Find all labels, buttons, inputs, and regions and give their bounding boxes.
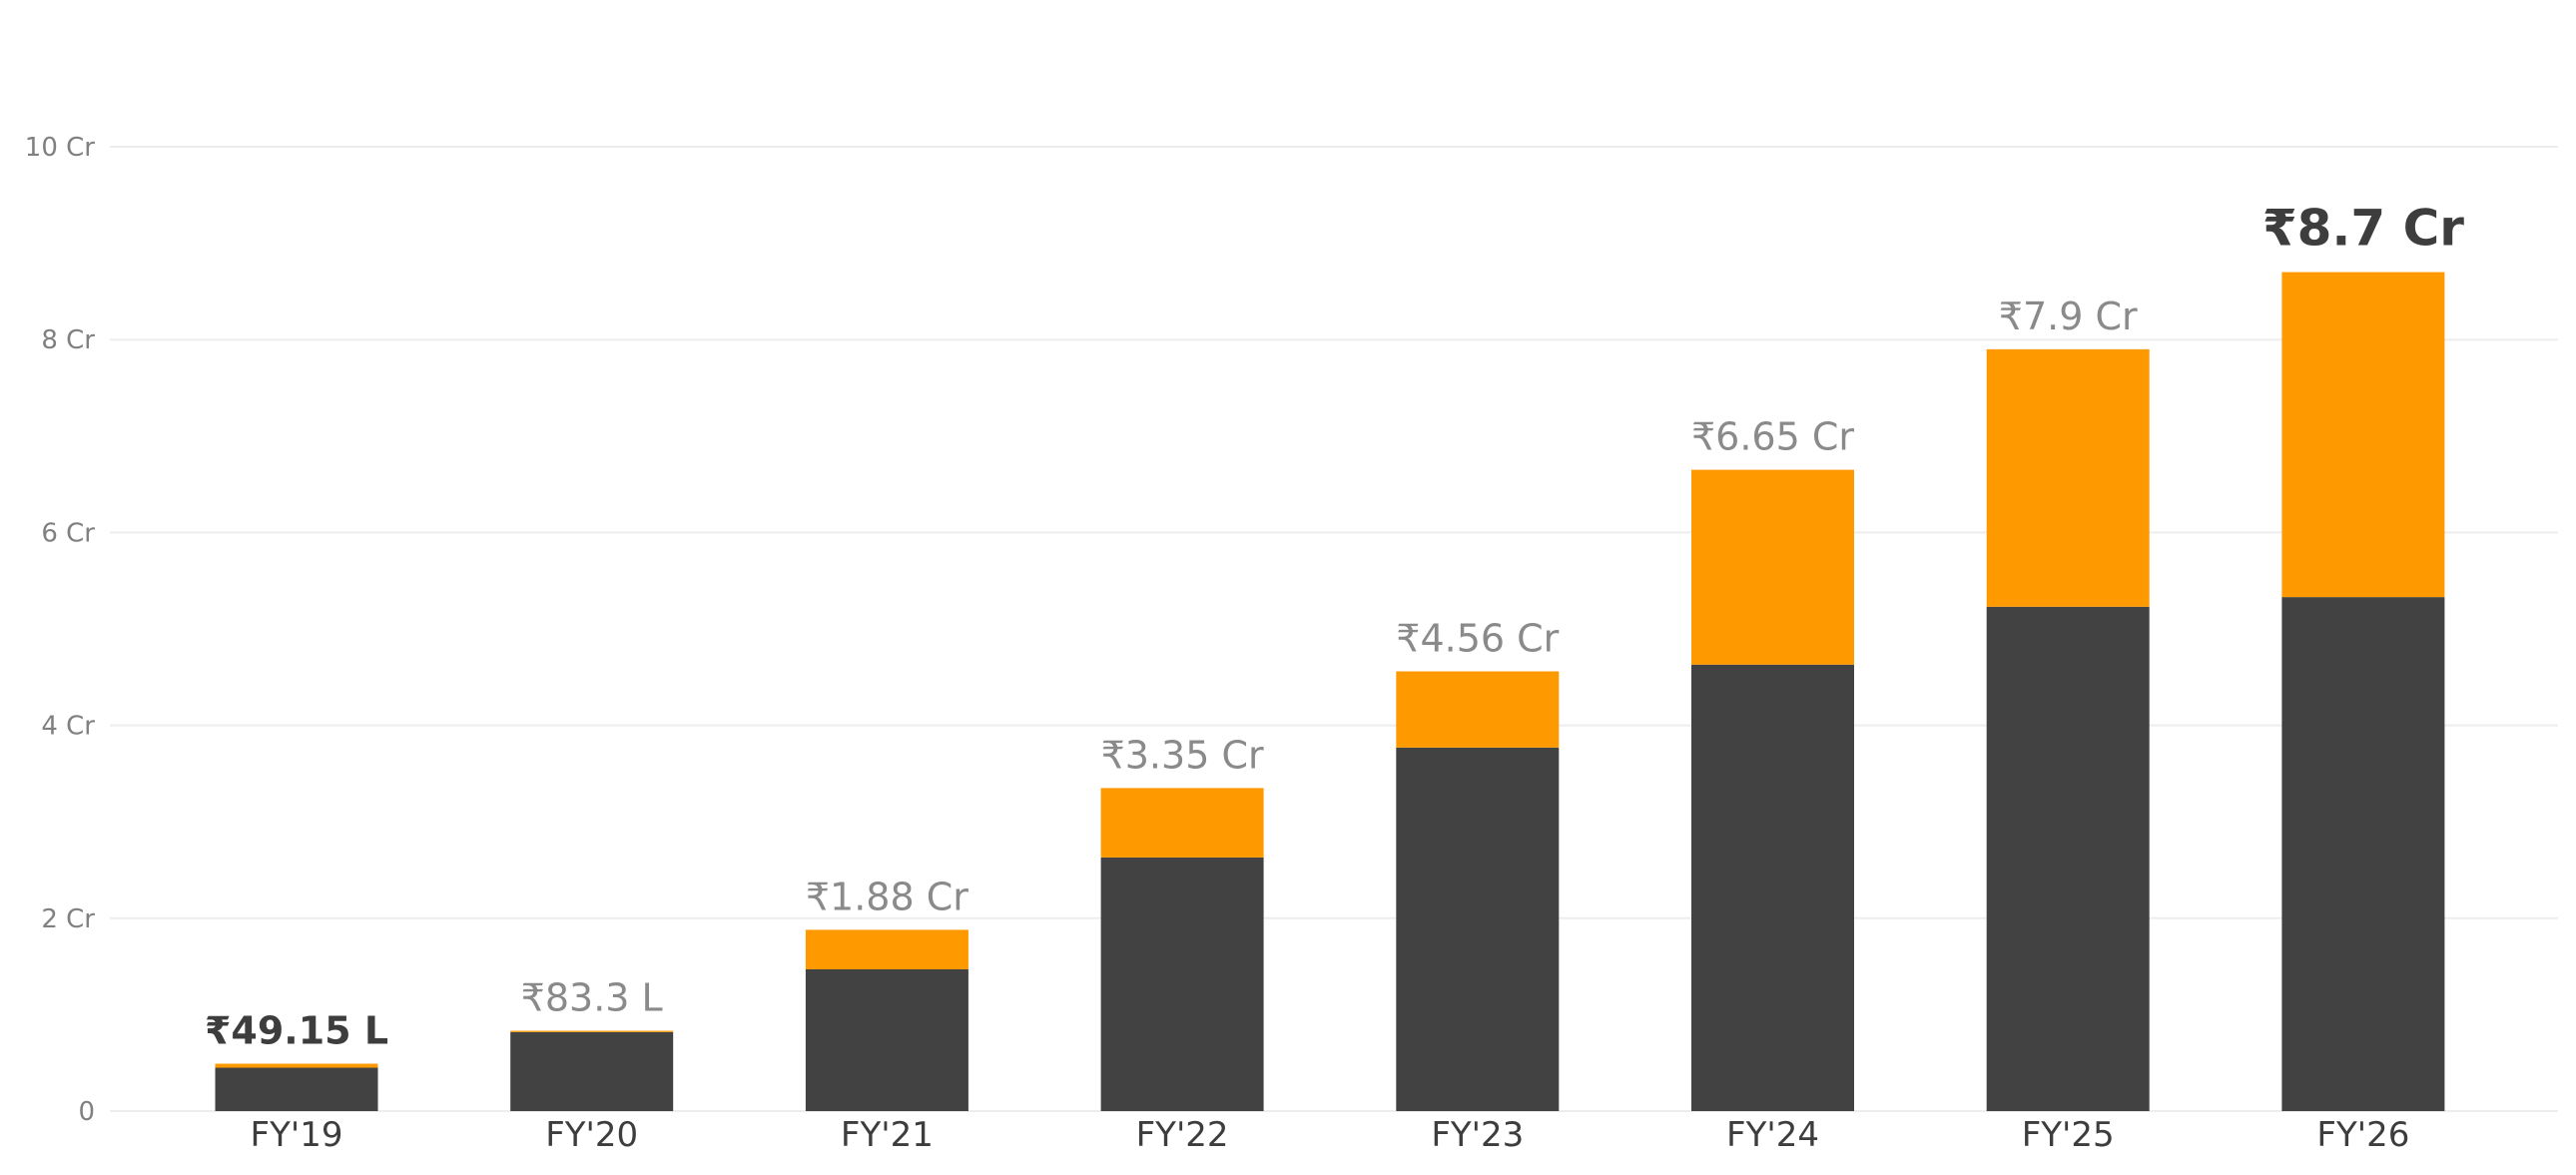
- data-label: ₹1.88 Cr: [806, 875, 968, 918]
- gridlines: [110, 146, 2558, 1112]
- data-label: ₹4.56 Cr: [1396, 617, 1559, 661]
- x-tick-label: FY'22: [1136, 1115, 1229, 1155]
- bar-segment-base: [805, 968, 968, 1111]
- y-tick-label: 0: [78, 1097, 95, 1127]
- bar-segment-base: [2281, 597, 2445, 1111]
- y-tick-label: 8 Cr: [41, 325, 95, 355]
- data-label: ₹49.15 L: [205, 1009, 388, 1053]
- data-label: ₹6.65 Cr: [1691, 415, 1854, 459]
- bar-segment-top: [1691, 469, 1854, 665]
- bar-segment-base: [1100, 857, 1264, 1111]
- bars: [215, 272, 2445, 1111]
- x-tick-label: FY'21: [841, 1115, 934, 1155]
- y-tick-label: 6 Cr: [41, 518, 95, 548]
- y-tick-label: 10 Cr: [25, 133, 96, 163]
- bar-segment-top: [1396, 671, 1560, 748]
- data-label: ₹7.9 Cr: [1999, 294, 2138, 338]
- x-tick-label: FY'19: [251, 1115, 343, 1155]
- y-axis-ticks: 0 2 Cr 4 Cr 6 Cr 8 Cr 10 Cr: [25, 133, 96, 1127]
- bar-segment-top: [215, 1063, 378, 1068]
- x-tick-label: FY'20: [545, 1115, 638, 1155]
- bar-segment-base: [1986, 606, 2150, 1111]
- y-tick-label: 4 Cr: [41, 712, 95, 742]
- bar-segment-top: [1986, 348, 2150, 607]
- bar-segment-base: [215, 1067, 378, 1111]
- data-label: ₹3.35 Cr: [1101, 733, 1264, 777]
- bar-segment-top: [1100, 788, 1264, 858]
- x-tick-label: FY'25: [2022, 1115, 2115, 1155]
- x-tick-label: FY'23: [1431, 1115, 1524, 1155]
- bar-segment-top: [805, 929, 968, 969]
- x-tick-label: FY'24: [1726, 1115, 1819, 1155]
- data-label: ₹8.7 Cr: [2262, 200, 2464, 258]
- x-axis-ticks: FY'19 FY'20 FY'21 FY'22 FY'23 FY'24 FY'25 FY'26: [251, 1115, 2410, 1155]
- bar-segment-top: [2281, 272, 2445, 598]
- x-tick-label: FY'26: [2316, 1115, 2409, 1155]
- data-label: ₹83.3 L: [521, 976, 663, 1020]
- bar-segment-base: [1396, 747, 1560, 1111]
- bar-segment-top: [510, 1030, 674, 1032]
- y-tick-label: 2 Cr: [41, 904, 95, 934]
- bar-segment-base: [510, 1031, 674, 1111]
- bar-segment-base: [1691, 664, 1854, 1111]
- data-labels: ₹49.15 L ₹83.3 L ₹1.88 Cr ₹3.35 Cr ₹4.56 Cr ₹…: [205, 200, 2464, 1053]
